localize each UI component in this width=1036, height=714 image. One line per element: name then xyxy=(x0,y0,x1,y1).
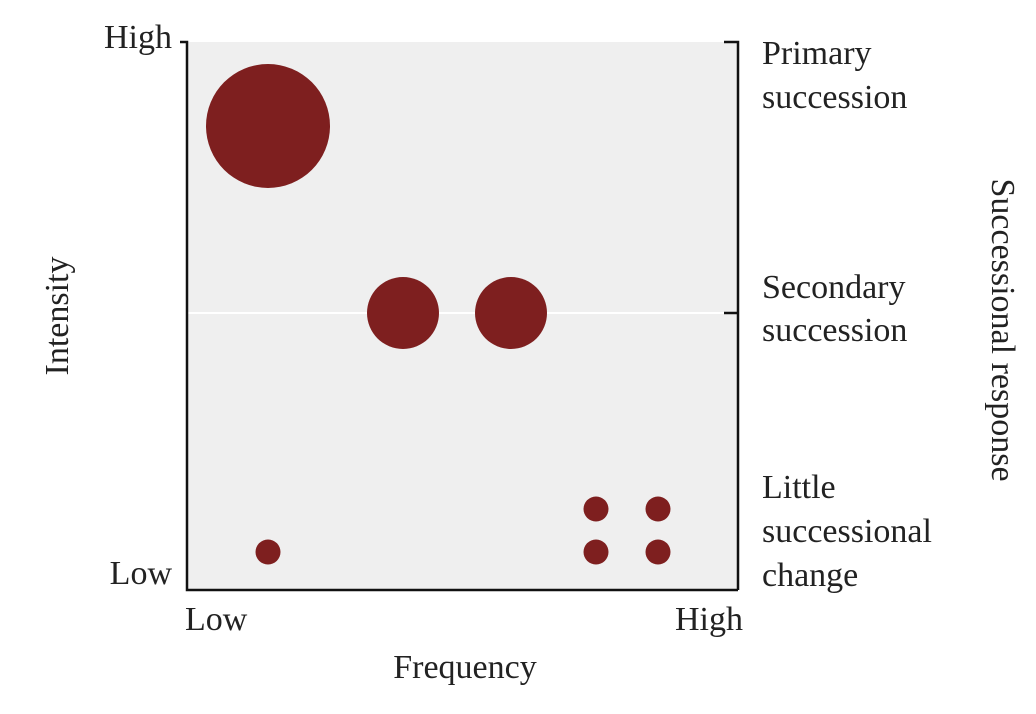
y-low: Low xyxy=(110,555,173,592)
level-text: Primary xyxy=(762,35,872,72)
level-text: change xyxy=(762,557,858,594)
bubble xyxy=(255,539,281,565)
x-label: Frequency xyxy=(393,649,537,686)
bubble xyxy=(583,539,609,565)
x-high: High xyxy=(675,601,743,638)
level-text: successional xyxy=(762,513,932,550)
y-high: High xyxy=(104,19,172,56)
level-text: succession xyxy=(762,312,907,349)
bubble xyxy=(645,496,671,522)
x-low: Low xyxy=(185,601,248,638)
level-text: Little xyxy=(762,469,836,506)
bubbles xyxy=(206,64,671,565)
bubble xyxy=(645,539,671,565)
right-label: Successional response xyxy=(984,178,1021,481)
bubble xyxy=(583,496,609,522)
y-label: Intensity xyxy=(39,257,76,376)
level-text: succession xyxy=(762,79,907,116)
bubble xyxy=(206,64,330,188)
right-bracket xyxy=(724,40,740,590)
level-text: Secondary xyxy=(762,269,906,306)
axes xyxy=(180,40,738,592)
bubble xyxy=(475,277,547,349)
bubble xyxy=(367,277,439,349)
